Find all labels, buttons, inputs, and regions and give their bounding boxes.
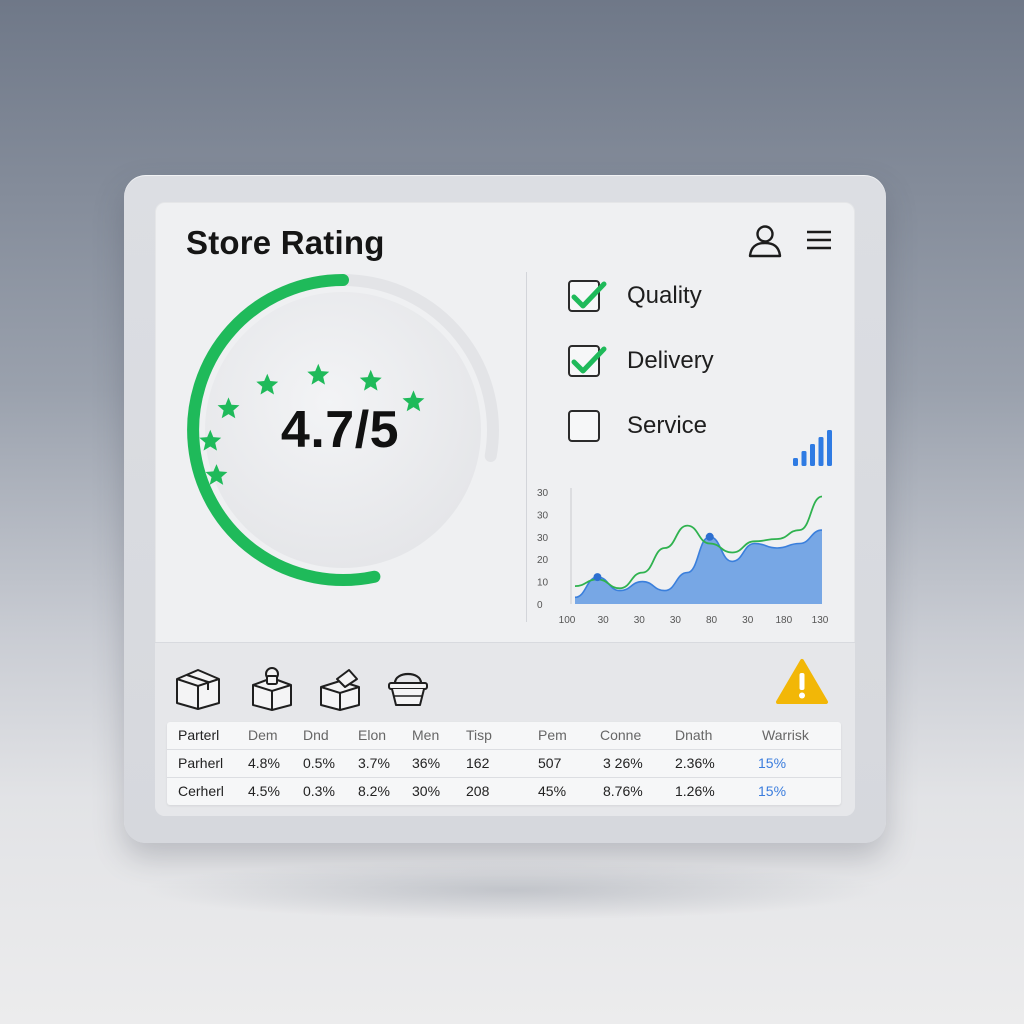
table-cell: 208 <box>466 783 490 799</box>
star-icon <box>359 369 382 391</box>
trend-chart: 0 10 20 30 30 30 100 30 30 30 80 30 180 130 <box>535 484 845 629</box>
table-cell: 8.2% <box>358 783 390 799</box>
warning-icon[interactable] <box>775 657 829 707</box>
x-tick-label: 130 <box>812 615 829 626</box>
column-header: Parterl <box>178 727 220 743</box>
table-cell: 1.26% <box>675 783 715 799</box>
signal-bar <box>793 458 798 466</box>
gauge-progress-arc <box>187 274 381 586</box>
service-checkbox[interactable] <box>568 410 600 442</box>
table-cell: 36% <box>412 755 441 771</box>
table-cell: 4.5% <box>248 783 280 799</box>
table-row[interactable]: Cerherl 4.5% 0.3% 8.2% 30% 208 45% 8.76%… <box>167 778 841 805</box>
data-point-marker[interactable] <box>705 532 714 541</box>
x-tick-label: 30 <box>598 615 610 626</box>
star-icon <box>402 390 425 412</box>
star-icon <box>217 397 240 419</box>
column-header: Tisp <box>466 727 492 743</box>
table-row[interactable]: Parherl 4.8% 0.5% 3.7% 36% 162 507 3 26%… <box>167 750 841 778</box>
table-cell: 162 <box>466 755 490 771</box>
area-series-blue <box>575 530 822 604</box>
column-header: Men <box>412 727 440 743</box>
signal-bar <box>801 451 807 466</box>
criterion-label: Quality <box>627 282 702 309</box>
table-cell: 0.5% <box>303 755 335 771</box>
table-cell: Parherl <box>178 755 224 771</box>
table-cell: 15% <box>758 755 787 771</box>
table-cell: 30% <box>412 783 441 799</box>
package-icon[interactable] <box>173 665 223 711</box>
table-cell: Cerherl <box>178 783 224 799</box>
column-header: Pem <box>538 727 567 743</box>
table-cell: 0.3% <box>303 783 335 799</box>
table-cell: 4.8% <box>248 755 280 771</box>
data-point-marker[interactable] <box>593 573 602 582</box>
y-tick-label: 30 <box>537 510 549 521</box>
x-tick-label: 80 <box>706 615 718 626</box>
criterion-service[interactable]: Service <box>568 406 707 446</box>
open-box-icon[interactable] <box>315 665 365 711</box>
x-tick-label: 180 <box>776 615 793 626</box>
y-tick-label: 10 <box>537 578 549 589</box>
column-header: Dnd <box>303 727 329 743</box>
checkmark-icon <box>571 346 607 374</box>
y-tick-label: 30 <box>537 533 549 544</box>
star-icon <box>199 429 222 451</box>
star-icon <box>205 464 228 485</box>
signal-bar <box>818 437 824 466</box>
line-series-blue <box>574 529 823 599</box>
table-cell: 15% <box>758 783 787 799</box>
details-panel: Parterl Dem Dnd Elon Men Tisp Pem Conne … <box>155 642 855 816</box>
column-header: Elon <box>358 727 387 743</box>
star-icon <box>307 363 330 385</box>
rating-score: 4.7/5 <box>280 401 400 459</box>
quality-checkbox[interactable] <box>568 280 607 312</box>
x-tick-label: 30 <box>742 615 754 626</box>
page-title: Store Rating <box>186 224 385 261</box>
criterion-label: Delivery <box>627 347 714 374</box>
signal-bar <box>810 444 815 466</box>
criterion-delivery[interactable]: Delivery <box>568 341 714 381</box>
gauge-face <box>205 292 481 568</box>
tablet-device: Store Rating <box>124 175 886 843</box>
checkmark-icon <box>571 281 607 309</box>
dashboard-screen: Store Rating <box>155 202 855 816</box>
table-cell: 45% <box>538 783 567 799</box>
table-cell: 8.76% <box>603 783 643 799</box>
rating-gauge: 4.7/5 <box>175 272 505 602</box>
device-shadow <box>140 860 884 920</box>
table-header-row: Parterl Dem Dnd Elon Men Tisp Pem Conne … <box>167 722 841 750</box>
signal-bar <box>827 430 832 466</box>
table-cell: 3.7% <box>358 755 390 771</box>
delivery-checkbox[interactable] <box>568 345 607 377</box>
y-tick-label: 0 <box>537 600 543 611</box>
column-header: Conne <box>600 727 642 743</box>
table-cell: 2.36% <box>675 755 715 771</box>
table-cell: 3 26% <box>603 755 643 771</box>
star-icon <box>256 373 279 395</box>
user-icon[interactable] <box>745 220 785 260</box>
column-header: Dem <box>248 727 278 743</box>
y-tick-label: 30 <box>537 488 549 499</box>
menu-icon[interactable] <box>801 220 841 260</box>
metrics-table: Parterl Dem Dnd Elon Men Tisp Pem Conne … <box>167 722 841 805</box>
x-tick-label: 100 <box>559 615 576 626</box>
signal-bars-icon <box>791 428 835 468</box>
x-tick-label: 30 <box>634 615 646 626</box>
x-tick-label: 30 <box>670 615 682 626</box>
line-series-green <box>574 495 823 590</box>
panel-divider <box>526 272 527 622</box>
column-header: Dnath <box>675 727 713 743</box>
rating-stars <box>199 363 425 485</box>
column-header: Warrisk <box>762 727 809 743</box>
box-lock-icon[interactable] <box>247 665 297 711</box>
criterion-quality[interactable]: Quality <box>568 276 702 316</box>
criterion-label: Service <box>627 412 708 439</box>
y-tick-label: 20 <box>537 555 549 566</box>
table-cell: 507 <box>538 755 562 771</box>
basket-icon[interactable] <box>383 665 433 711</box>
